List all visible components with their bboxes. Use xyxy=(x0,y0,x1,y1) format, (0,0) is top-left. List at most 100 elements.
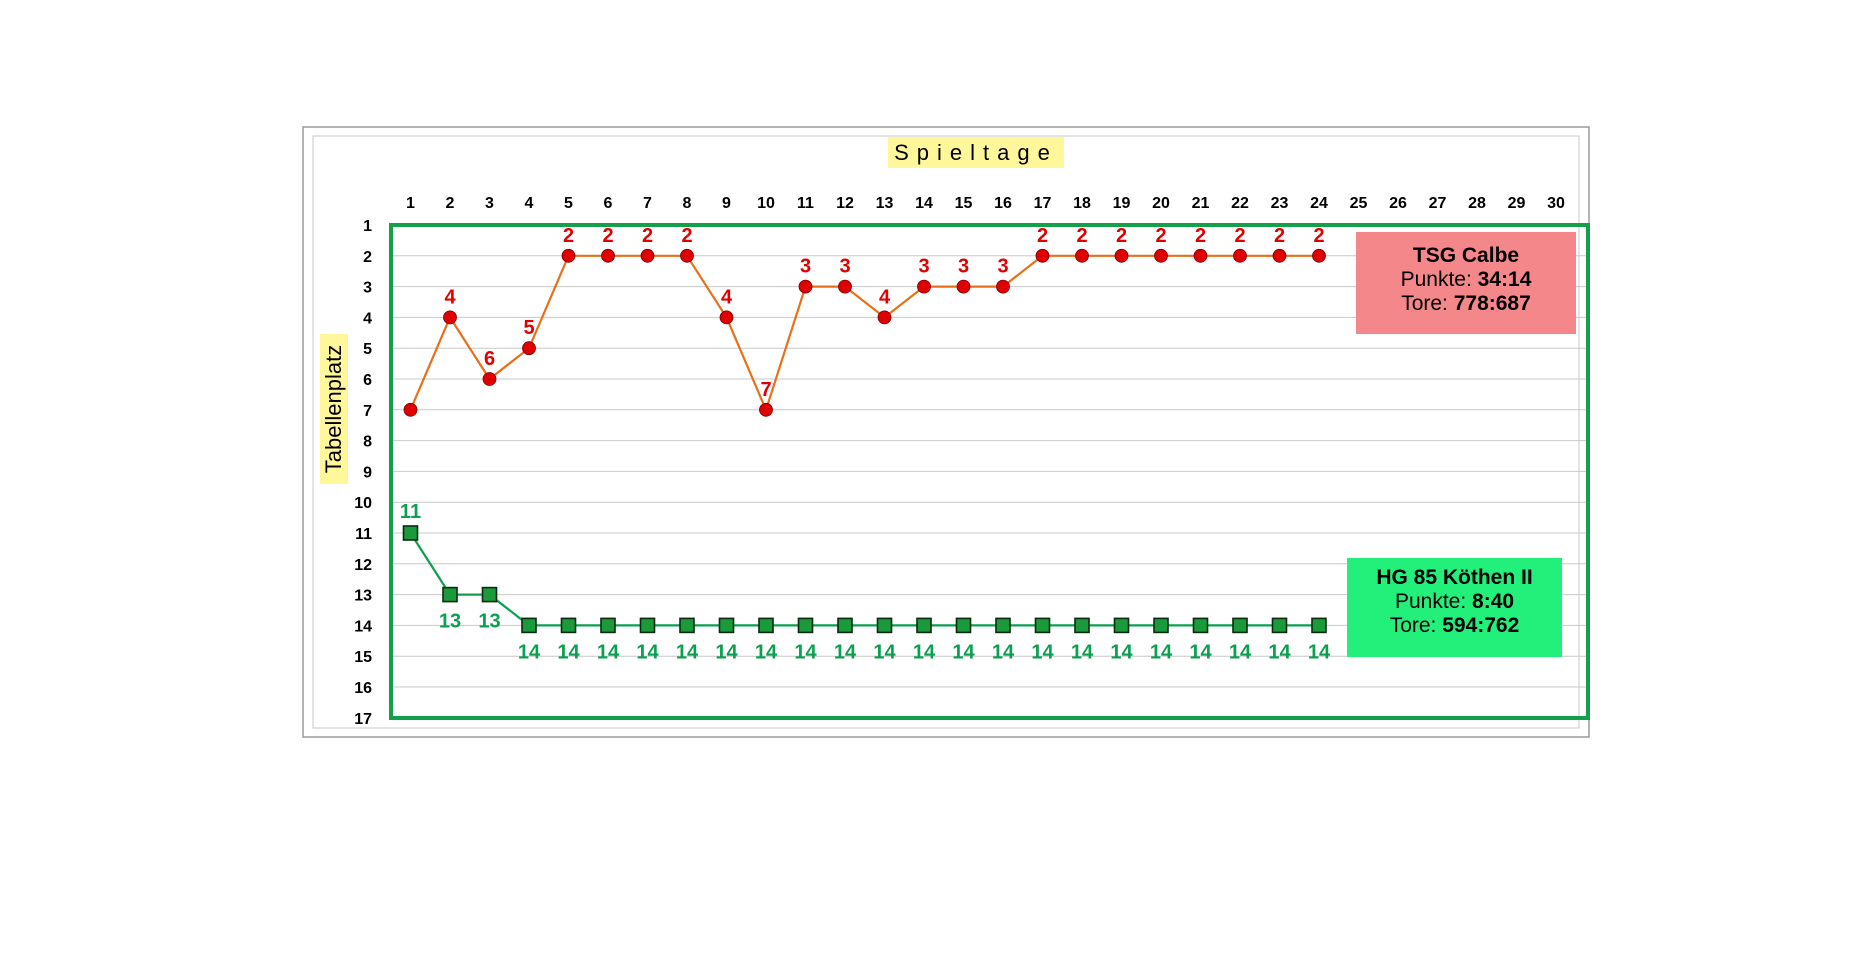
data-label: 2 xyxy=(642,225,653,247)
points-value: 8:40 xyxy=(1472,590,1515,613)
data-point xyxy=(718,617,735,634)
y-tick-label: 3 xyxy=(363,280,372,297)
x-tick-label: 22 xyxy=(1231,195,1249,212)
data-label: 14 xyxy=(952,641,975,663)
data-point xyxy=(522,341,536,356)
y-tick-label: 12 xyxy=(354,557,372,574)
goals-label: Tore: xyxy=(1389,614,1437,637)
data-label: 11 xyxy=(400,501,421,523)
data-point xyxy=(917,279,931,294)
data-label: 13 xyxy=(439,611,461,633)
x-tick-label: 25 xyxy=(1350,195,1368,212)
data-point xyxy=(640,248,655,263)
x-tick-label: 6 xyxy=(604,195,613,212)
data-point xyxy=(1193,248,1208,263)
y-tick-label: 7 xyxy=(363,403,372,420)
data-label: 14 xyxy=(518,641,541,663)
data-point xyxy=(403,402,418,417)
y-tick-label: 16 xyxy=(354,680,372,697)
data-point xyxy=(561,248,576,263)
data-label: 2 xyxy=(1234,225,1245,247)
data-point xyxy=(916,617,932,634)
x-tick-label: 18 xyxy=(1073,195,1091,212)
data-point xyxy=(560,617,577,634)
x-tick-label: 17 xyxy=(1034,195,1052,212)
data-point xyxy=(956,279,971,294)
data-point xyxy=(1154,248,1168,263)
x-tick-label: 24 xyxy=(1310,195,1328,212)
data-label: 3 xyxy=(997,256,1008,278)
data-point xyxy=(955,617,972,634)
data-label: 14 xyxy=(597,641,620,663)
data-label: 14 xyxy=(557,641,580,663)
data-point xyxy=(1074,617,1090,634)
x-tick-label: 14 xyxy=(915,195,933,212)
data-label: 4 xyxy=(879,286,891,308)
data-label: 13 xyxy=(478,611,500,633)
data-label: 2 xyxy=(1155,225,1166,247)
data-label: 14 xyxy=(755,641,778,663)
team-name: HG 85 Köthen II xyxy=(1376,566,1533,589)
goals-value: 594:762 xyxy=(1442,614,1520,637)
data-label: 7 xyxy=(760,379,771,401)
y-tick-label: 15 xyxy=(354,649,372,666)
data-label: 3 xyxy=(958,256,969,278)
x-tick-label: 27 xyxy=(1429,195,1447,212)
data-label: 2 xyxy=(602,225,613,247)
data-label: 14 xyxy=(1110,641,1133,663)
x-tick-label: 21 xyxy=(1192,195,1210,212)
data-label: 3 xyxy=(918,256,929,278)
data-label: 14 xyxy=(1268,641,1291,663)
data-label: 2 xyxy=(1313,225,1324,247)
data-label: 3 xyxy=(800,256,811,278)
data-point xyxy=(639,617,656,634)
data-label: 2 xyxy=(1274,225,1285,247)
x-tick-label: 23 xyxy=(1271,195,1289,212)
data-label: 2 xyxy=(563,225,574,247)
team-name: TSG Calbe xyxy=(1412,244,1520,267)
x-tick-label: 28 xyxy=(1468,195,1486,212)
data-point xyxy=(1075,248,1089,263)
data-point xyxy=(877,310,892,325)
x-tick-label: 15 xyxy=(955,195,973,212)
data-label: 2 xyxy=(1076,225,1087,247)
data-label: 2 xyxy=(681,225,692,247)
series-tsg-calbe: 4 6 5 2 2 2 2 4 7 3 3 4 3 3 3 2 2 2 2 2 2 2 2 xyxy=(403,225,1326,417)
x-axis-title: Spieltage xyxy=(888,137,1064,168)
data-label: 2 xyxy=(1116,225,1127,247)
data-label: 6 xyxy=(484,348,495,370)
data-label: 14 xyxy=(873,641,896,663)
data-label: 14 xyxy=(715,641,738,663)
x-tick-label: 8 xyxy=(683,195,692,212)
data-label: 14 xyxy=(636,641,659,663)
data-point xyxy=(797,617,814,634)
x-tick-label: 4 xyxy=(525,195,534,212)
data-point xyxy=(443,310,457,325)
data-label: 3 xyxy=(839,256,850,278)
y-tick-label: 17 xyxy=(354,711,372,728)
data-label: 14 xyxy=(1150,641,1173,663)
data-label: 14 xyxy=(834,641,857,663)
points-row: Punkte: 34:14 xyxy=(1356,268,1576,292)
data-point xyxy=(1114,248,1129,263)
goals-label: Tore: xyxy=(1401,292,1448,315)
data-label: 5 xyxy=(523,317,534,339)
y-tick-label: 5 xyxy=(363,341,372,358)
x-tick-label: 2 xyxy=(446,195,455,212)
data-point xyxy=(1271,617,1288,634)
x-tick-label: 10 xyxy=(757,195,775,212)
points-row: Punkte: 8:40 xyxy=(1347,590,1562,614)
points-label: Punkte: xyxy=(1394,590,1467,613)
y-tick-label: 1 xyxy=(363,218,372,235)
goals-value: 778:687 xyxy=(1453,292,1531,315)
y-tick-label: 6 xyxy=(363,372,372,389)
y-tick-label: 2 xyxy=(363,249,372,266)
data-label: 14 xyxy=(1031,641,1054,663)
y-tick-label: 10 xyxy=(354,495,372,512)
x-tick-label: 29 xyxy=(1508,195,1526,212)
x-tick-label: 12 xyxy=(836,195,854,212)
data-point xyxy=(601,248,615,263)
